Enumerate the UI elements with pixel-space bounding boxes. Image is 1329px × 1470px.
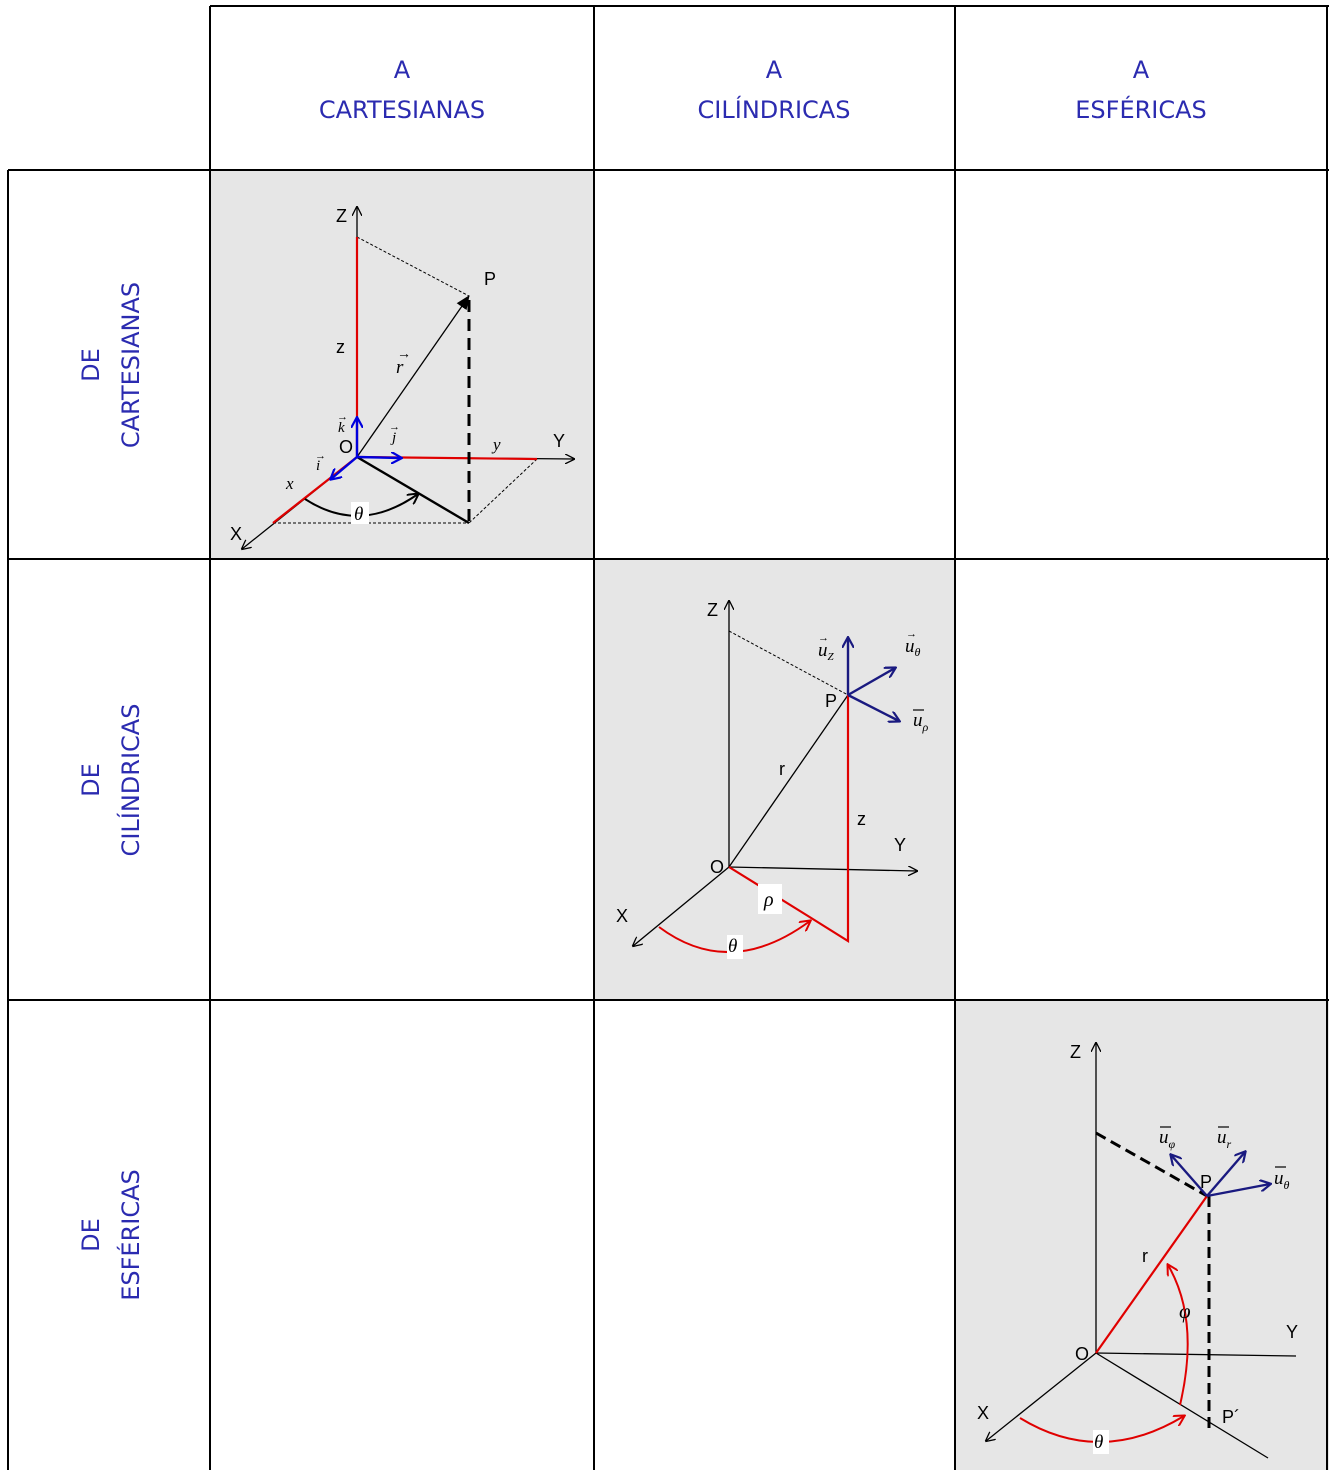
cart-label-vec-r: r (396, 357, 404, 378)
sph-label-ur: ur (1217, 1127, 1232, 1151)
header-cartesian-line2: CARTESIANAS (319, 96, 485, 124)
cart-label-vec-i: i (316, 458, 320, 474)
sph-vector-r (1095, 1195, 1208, 1354)
sph-dashed-top (1095, 1131, 1208, 1198)
header-cylindrical-line2: CILÍNDRICAS (698, 95, 851, 124)
cart-projection (356, 455, 470, 525)
cart-unit-j (356, 457, 401, 458)
cart-label-comp-y: y (491, 435, 501, 454)
header-cylindrical-line1: A (766, 56, 783, 84)
sph-label-projection: P´ (1222, 1407, 1240, 1427)
cart-unit-i (331, 456, 358, 479)
cart-label-x-axis: X (230, 524, 242, 544)
sph-label-theta: θ (1094, 1432, 1103, 1453)
cyl-unit-rho (847, 693, 899, 721)
cart-arrow-k: → (337, 411, 348, 423)
row-cylindrical-line1: DE (77, 763, 105, 797)
cartesian-diagram: Z P z r → k → O j → y Y i → x θ X (230, 206, 574, 549)
cart-label-comp-z: z (336, 337, 345, 357)
cart-label-comp-x: x (285, 474, 294, 493)
sph-label-uphi: uφ (1159, 1127, 1176, 1151)
sph-label-utheta: uθ (1274, 1168, 1290, 1192)
cyl-arrow-utheta: → (906, 628, 917, 640)
sph-phi-arc (1168, 1265, 1189, 1406)
cyl-label-point: P (825, 691, 837, 711)
cyl-label-uz-sub: Z (828, 651, 835, 663)
row-cartesian-line2: CARTESIANAS (117, 282, 145, 448)
cell-cart-cart (210, 170, 594, 559)
cyl-label-utheta: uθ (905, 636, 921, 659)
cyl-dotted-top (728, 630, 849, 696)
sph-unit-r (1206, 1152, 1245, 1197)
row-spherical-line1: DE (77, 1218, 105, 1252)
cyl-label-urho-sub: ρ (922, 720, 929, 734)
sph-label-point: P (1200, 1172, 1212, 1192)
header-spherical-line1: A (1133, 56, 1150, 84)
sph-axis-x (986, 1352, 1097, 1441)
cart-label-vec-k: k (338, 420, 345, 436)
cart-dotted-y (468, 458, 538, 524)
cart-label-z-axis: Z (336, 206, 347, 226)
sph-label-x-axis: X (977, 1403, 989, 1423)
cyl-arrow-uz: → (818, 632, 829, 644)
cyl-label-utheta-sub: θ (915, 645, 921, 659)
sph-label-ur-sub: r (1227, 1137, 1232, 1151)
cyl-label-theta: θ (728, 936, 737, 957)
cart-arrow-r: → (397, 347, 411, 362)
cyl-label-uz: uZ (818, 640, 835, 663)
row-cylindrical-line2: CILÍNDRICAS (116, 704, 145, 857)
spherical-diagram: Z uφ ur uθ P r φ Y O X P´ θ (977, 1042, 1298, 1459)
sph-unit-phi (1171, 1155, 1208, 1197)
sph-label-y-axis: Y (1286, 1322, 1298, 1342)
cell-sph-sph (955, 1000, 1329, 1470)
cyl-label-z-axis: Z (707, 600, 718, 620)
cell-cyl-cyl (594, 559, 955, 1000)
grid-lines (7, 5, 1329, 1470)
sph-label-origin: O (1075, 1344, 1089, 1364)
sph-projection-line (1095, 1352, 1269, 1459)
sph-label-utheta-sub: θ (1284, 1178, 1290, 1192)
cart-label-point: P (484, 269, 496, 289)
sph-label-z-axis: Z (1070, 1042, 1081, 1062)
sph-label-uphi-sub: φ (1169, 1137, 1176, 1151)
sph-label-radius: r (1142, 1246, 1148, 1266)
cart-label-theta: θ (354, 504, 363, 525)
header-spherical-line2: ESFÉRICAS (1075, 95, 1207, 124)
cart-vector-r (356, 295, 470, 458)
row-cartesian-line1: DE (77, 348, 105, 382)
sph-label-phi: φ (1179, 1299, 1191, 1323)
cylindrical-diagram: Z uZ → uθ → P uρ r z Y O ρ X θ (616, 600, 929, 959)
sph-axis-y (1095, 1352, 1297, 1357)
cyl-label-x-axis: X (616, 906, 628, 926)
cyl-axis-x (633, 866, 730, 946)
cyl-label-urho: uρ (913, 710, 929, 734)
cart-arrow-i: → (315, 450, 326, 462)
header-cartesian-line1: A (394, 56, 411, 84)
cart-arrow-j: → (389, 421, 400, 433)
cyl-theta-label-bg (727, 935, 743, 959)
cart-label-vec-j: j (390, 430, 396, 446)
cyl-label-origin: O (710, 857, 724, 877)
row-spherical-line2: ESFÉRICAS (116, 1169, 145, 1301)
cyl-label-y-axis: Y (894, 835, 906, 855)
cyl-rho-label-bg (758, 884, 782, 914)
cart-dotted-top (356, 236, 470, 297)
cyl-label-height: z (857, 809, 866, 829)
cyl-vector-r (728, 694, 849, 868)
cyl-label-rho: ρ (763, 889, 774, 911)
cart-theta-label-bg (351, 502, 369, 524)
cyl-unit-theta (847, 668, 895, 697)
sph-unit-theta (1206, 1184, 1270, 1198)
cart-label-y-axis: Y (553, 431, 565, 451)
cyl-label-radius: r (779, 759, 785, 779)
sph-theta-label-bg (1093, 1430, 1109, 1454)
cart-label-origin: O (339, 437, 353, 457)
cyl-axis-y (728, 867, 917, 871)
